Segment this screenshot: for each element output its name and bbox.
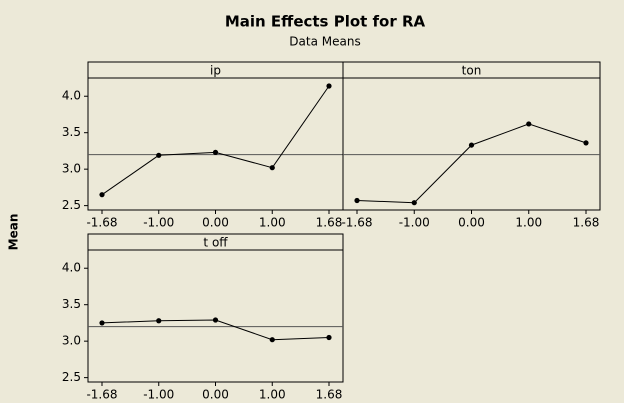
x-tick-label: 1.00 — [515, 216, 542, 230]
x-tick-label: -1.00 — [399, 216, 430, 230]
x-tick-label: -1.00 — [143, 216, 174, 230]
x-tick-label: 1.00 — [259, 216, 286, 230]
data-point — [326, 83, 332, 89]
x-tick-label: 0.00 — [202, 216, 229, 230]
panel-title: ip — [210, 64, 221, 78]
x-tick-label: -1.68 — [86, 216, 117, 230]
data-point — [526, 121, 532, 127]
y-tick-label: 4.0 — [62, 89, 81, 103]
x-tick-label: -1.68 — [341, 216, 372, 230]
y-tick-label: 2.5 — [62, 370, 81, 384]
data-point — [468, 142, 475, 148]
y-tick-label: 3.0 — [62, 162, 81, 176]
x-tick-label: 1.68 — [316, 388, 343, 402]
data-point — [269, 337, 275, 343]
data-point — [354, 197, 360, 204]
x-tick-label: 1.68 — [573, 216, 600, 230]
x-tick-label: -1.00 — [143, 388, 174, 402]
y-tick-label: 3.5 — [62, 125, 81, 139]
y-tick-label: 3.5 — [62, 297, 81, 311]
x-tick-label: -1.68 — [86, 388, 117, 402]
data-point — [583, 140, 589, 146]
data-point — [156, 318, 162, 324]
x-tick-label: 0.00 — [458, 216, 485, 230]
x-tick-label: 1.00 — [259, 388, 286, 402]
data-point — [156, 152, 162, 158]
chart-subtitle: Data Means — [289, 35, 360, 49]
data-point — [99, 192, 105, 198]
y-tick-label: 2.5 — [62, 198, 81, 212]
chart-title: Main Effects Plot for RA — [225, 13, 426, 31]
data-point — [411, 200, 417, 206]
data-point — [269, 165, 275, 171]
data-point — [99, 320, 105, 326]
y-tick-label: 3.0 — [62, 334, 81, 348]
data-point — [212, 317, 219, 323]
y-axis-label: Mean — [7, 214, 21, 251]
data-point — [326, 334, 332, 341]
panel-title: ton — [462, 64, 482, 78]
x-tick-label: 1.68 — [316, 216, 343, 230]
data-point — [212, 149, 219, 155]
x-tick-label: 0.00 — [202, 388, 229, 402]
y-tick-label: 4.0 — [62, 261, 81, 275]
panel-title: t off — [203, 236, 228, 250]
